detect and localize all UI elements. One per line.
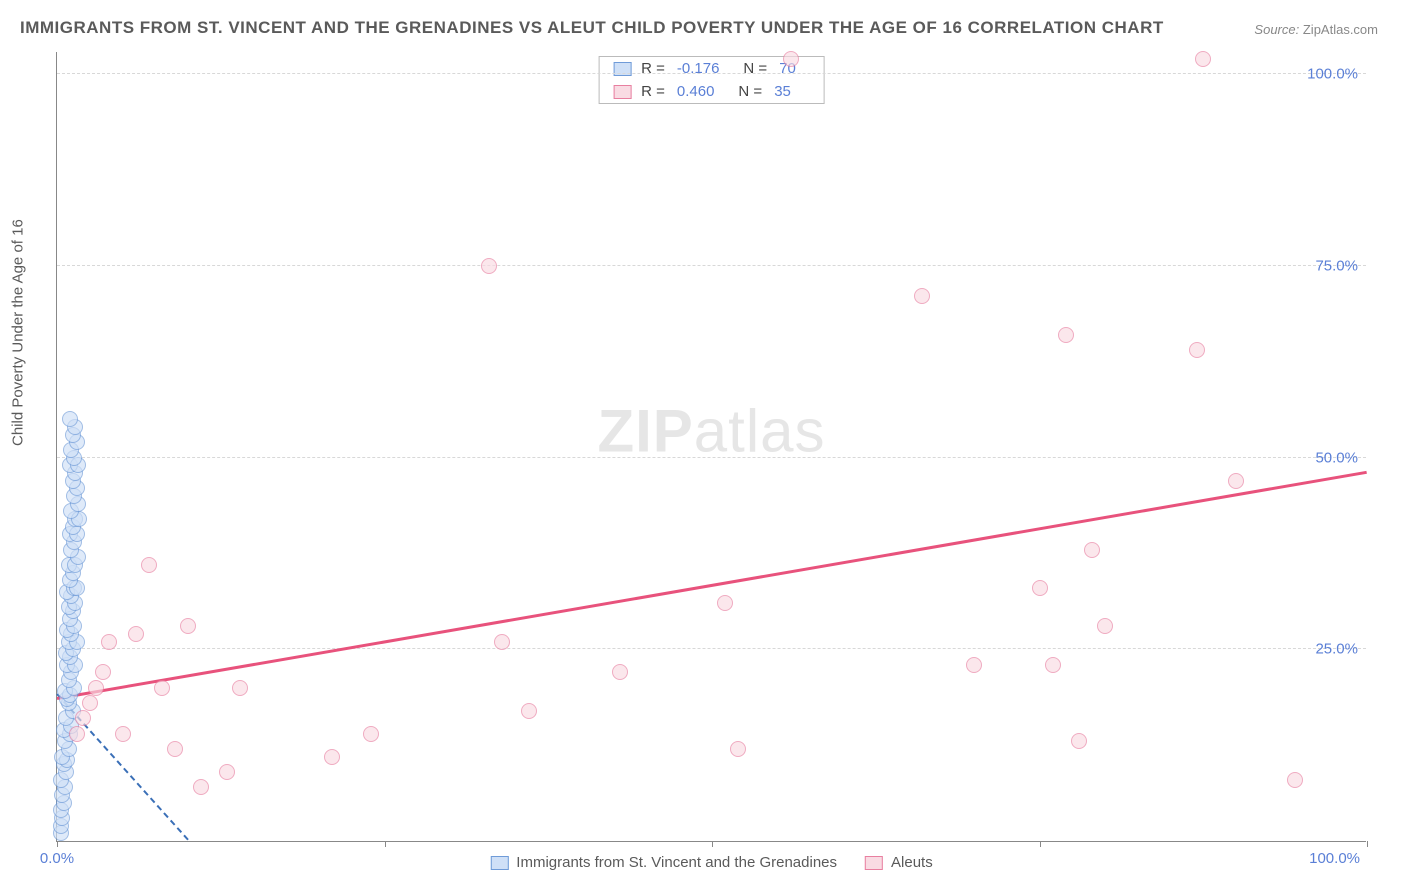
legend-item-a: Immigrants from St. Vincent and the Gren… — [490, 854, 837, 871]
data-point — [75, 710, 91, 726]
watermark-zip: ZIP — [597, 397, 693, 464]
x-tick-mark — [385, 841, 386, 847]
data-point — [1287, 772, 1303, 788]
r-value-b: 0.460 — [677, 83, 715, 100]
x-tick-mark — [1367, 841, 1368, 847]
data-point — [1189, 342, 1205, 358]
n-value-b: 35 — [774, 83, 791, 100]
data-point — [730, 741, 746, 757]
data-point — [101, 634, 117, 650]
gridline — [57, 457, 1366, 458]
x-tick-mark — [1040, 841, 1041, 847]
legend-item-b: Aleuts — [865, 854, 933, 871]
data-point — [219, 764, 235, 780]
source-value: ZipAtlas.com — [1303, 22, 1378, 37]
data-point — [154, 680, 170, 696]
data-point — [494, 634, 510, 650]
y-tick-label: 50.0% — [1315, 449, 1358, 466]
r-value-a: -0.176 — [677, 60, 720, 77]
gridline — [57, 265, 1366, 266]
data-point — [966, 657, 982, 673]
data-point — [481, 258, 497, 274]
swatch-series-b — [613, 85, 631, 99]
bottom-legend: Immigrants from St. Vincent and the Gren… — [490, 854, 932, 871]
data-point — [95, 664, 111, 680]
data-point — [914, 288, 930, 304]
data-point — [69, 726, 85, 742]
watermark-atlas: atlas — [694, 397, 826, 464]
data-point — [167, 741, 183, 757]
data-point — [1058, 327, 1074, 343]
data-point — [1084, 542, 1100, 558]
data-point — [88, 680, 104, 696]
trend-line — [57, 470, 1367, 699]
plot-area: ZIPatlas R = -0.176 N = 70 R = 0.460 N =… — [56, 52, 1366, 842]
n-label: N = — [738, 83, 762, 100]
data-point — [1228, 473, 1244, 489]
data-point — [193, 779, 209, 795]
gridline — [57, 73, 1366, 74]
data-point — [1032, 580, 1048, 596]
data-point — [141, 557, 157, 573]
data-point — [180, 618, 196, 634]
data-point — [128, 626, 144, 642]
data-point — [1045, 657, 1061, 673]
legend-label-b: Aleuts — [891, 854, 933, 871]
source-attribution: Source: ZipAtlas.com — [1254, 22, 1378, 37]
data-point — [115, 726, 131, 742]
chart-title: IMMIGRANTS FROM ST. VINCENT AND THE GREN… — [20, 18, 1164, 38]
x-tick-mark — [712, 841, 713, 847]
legend-label-a: Immigrants from St. Vincent and the Gren… — [516, 854, 837, 871]
legend-swatch-a — [490, 856, 508, 870]
r-label: R = — [641, 60, 665, 77]
data-point — [82, 695, 98, 711]
data-point — [1071, 733, 1087, 749]
y-tick-label: 75.0% — [1315, 257, 1358, 274]
gridline — [57, 648, 1366, 649]
watermark: ZIPatlas — [597, 396, 825, 465]
y-tick-label: 25.0% — [1315, 641, 1358, 658]
x-tick-label-0: 0.0% — [40, 850, 74, 867]
source-label: Source: — [1254, 22, 1299, 37]
data-point — [783, 51, 799, 67]
data-point — [612, 664, 628, 680]
data-point — [1195, 51, 1211, 67]
x-tick-mark — [57, 841, 58, 847]
data-point — [363, 726, 379, 742]
data-point — [62, 411, 78, 427]
stats-row-series-b: R = 0.460 N = 35 — [599, 80, 824, 103]
data-point — [521, 703, 537, 719]
data-point — [232, 680, 248, 696]
y-axis-label: Child Poverty Under the Age of 16 — [10, 219, 27, 446]
y-tick-label: 100.0% — [1307, 66, 1358, 83]
n-label: N = — [743, 60, 767, 77]
legend-swatch-b — [865, 856, 883, 870]
x-tick-label-100: 100.0% — [1309, 850, 1360, 867]
data-point — [324, 749, 340, 765]
r-label: R = — [641, 83, 665, 100]
data-point — [1097, 618, 1113, 634]
data-point — [717, 595, 733, 611]
